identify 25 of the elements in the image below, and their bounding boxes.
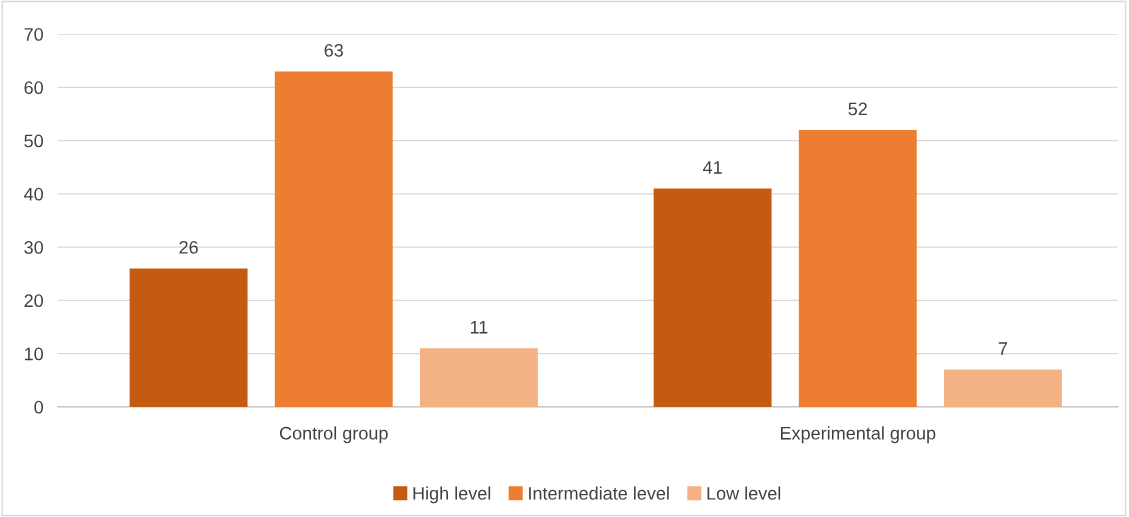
y-tick-label: 0 [34, 400, 43, 414]
data-label: 52 [848, 102, 867, 116]
legend-label: High level [413, 486, 491, 504]
x-tick-label: Experimental group [780, 426, 936, 444]
y-tick-label: 30 [24, 241, 43, 254]
bar [943, 369, 1062, 407]
y-tick-label: 10 [24, 347, 43, 361]
legend-label: Intermediate level [529, 486, 669, 500]
bar [798, 129, 917, 407]
data-label: 11 [470, 321, 488, 334]
legend-label: Low level [707, 486, 781, 500]
data-label: 26 [179, 240, 198, 254]
y-tick-label: 70 [24, 28, 43, 41]
x-tick-label: Control group [279, 426, 388, 444]
bar [653, 188, 772, 407]
y-tick-label: 60 [24, 81, 43, 95]
bar [274, 71, 393, 407]
bar [129, 268, 248, 407]
y-tick-label: 20 [24, 294, 43, 308]
data-label: 41 [703, 161, 722, 174]
y-tick-label: 40 [24, 187, 43, 201]
data-label: 7 [998, 342, 1008, 355]
y-tick-label: 50 [24, 134, 43, 148]
bar [419, 348, 538, 407]
data-label: 63 [324, 43, 343, 57]
